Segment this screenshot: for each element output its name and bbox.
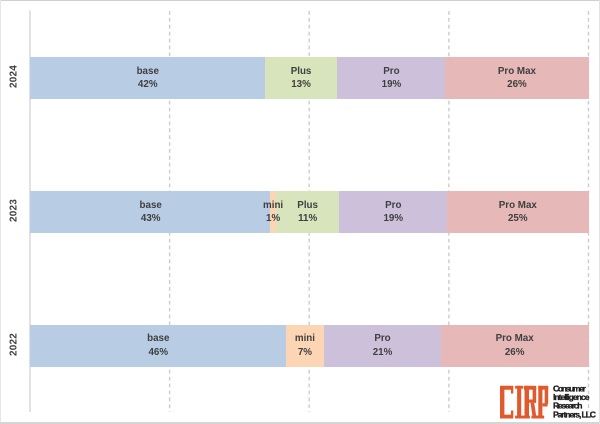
svg-text:Partners, LLC: Partners, LLC — [553, 410, 596, 420]
svg-text:Intelligence: Intelligence — [553, 392, 590, 402]
svg-text:Research: Research — [553, 400, 583, 410]
svg-text:Consumer: Consumer — [553, 384, 587, 394]
